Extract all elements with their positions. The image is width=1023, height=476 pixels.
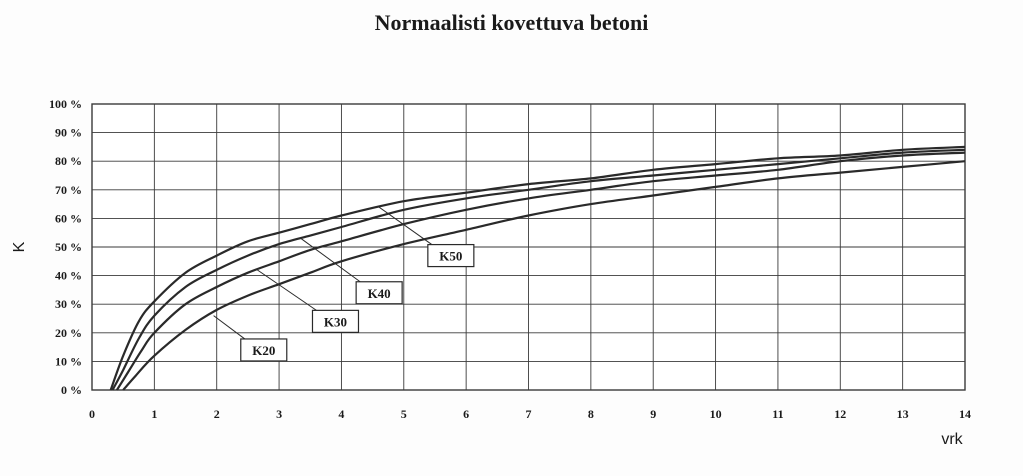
- annotation-box-k50: [427, 243, 475, 268]
- x-tick-label: 6: [463, 407, 469, 421]
- x-tick-label: 12: [834, 407, 846, 421]
- y-axis-label: K: [11, 241, 28, 252]
- y-tick-label: 80 %: [55, 154, 82, 168]
- annotation-label-k30: K30: [324, 314, 347, 329]
- annotation-leader-k30: [256, 269, 317, 311]
- x-tick-label: 9: [650, 407, 656, 421]
- y-tick-label: 60 %: [55, 211, 82, 225]
- x-tick-label: 8: [588, 407, 594, 421]
- x-tick-label: 4: [338, 407, 344, 421]
- x-tick-label: 14: [959, 407, 971, 421]
- series-line-k40: [111, 148, 966, 391]
- series-line-k30: [115, 151, 966, 391]
- series-line-k20: [122, 160, 966, 391]
- annotation-leader-k20: [213, 315, 246, 340]
- annotation-label-k40: K40: [368, 286, 391, 301]
- x-tick-label: 11: [772, 407, 783, 421]
- x-tick-label: 5: [401, 407, 407, 421]
- y-tick-label: 40 %: [55, 269, 82, 283]
- x-axis-label: vrk: [941, 431, 963, 448]
- annotation-box-k40: [355, 281, 403, 305]
- x-tick-label: 7: [526, 407, 532, 421]
- annotation-label-k20: K20: [252, 343, 275, 358]
- y-tick-label: 0 %: [61, 383, 82, 397]
- series-line-k50: [109, 145, 966, 391]
- x-tick-label: 0: [89, 407, 95, 421]
- y-tick-label: 90 %: [55, 126, 82, 140]
- y-tick-label: 10 %: [55, 354, 82, 368]
- y-tick-label: 50 %: [55, 240, 82, 254]
- x-tick-label: 2: [214, 407, 220, 421]
- annotation-box-k20: [240, 338, 288, 362]
- annotation-leader-k40: [300, 238, 361, 283]
- x-tick-label: 3: [276, 407, 282, 421]
- y-tick-label: 100 %: [49, 97, 82, 111]
- x-tick-label: 10: [710, 407, 722, 421]
- annotation-label-k50: K50: [439, 249, 462, 264]
- y-tick-label: 70 %: [55, 183, 82, 197]
- annotation-box-k30: [311, 309, 360, 333]
- x-tick-label: 13: [897, 407, 909, 421]
- annotation-leader-k50: [378, 206, 433, 245]
- x-tick-label: 1: [151, 407, 157, 421]
- y-tick-label: 30 %: [55, 297, 82, 311]
- chart-title: Normaalisti kovettuva betoni: [374, 10, 649, 35]
- y-tick-label: 20 %: [55, 326, 82, 340]
